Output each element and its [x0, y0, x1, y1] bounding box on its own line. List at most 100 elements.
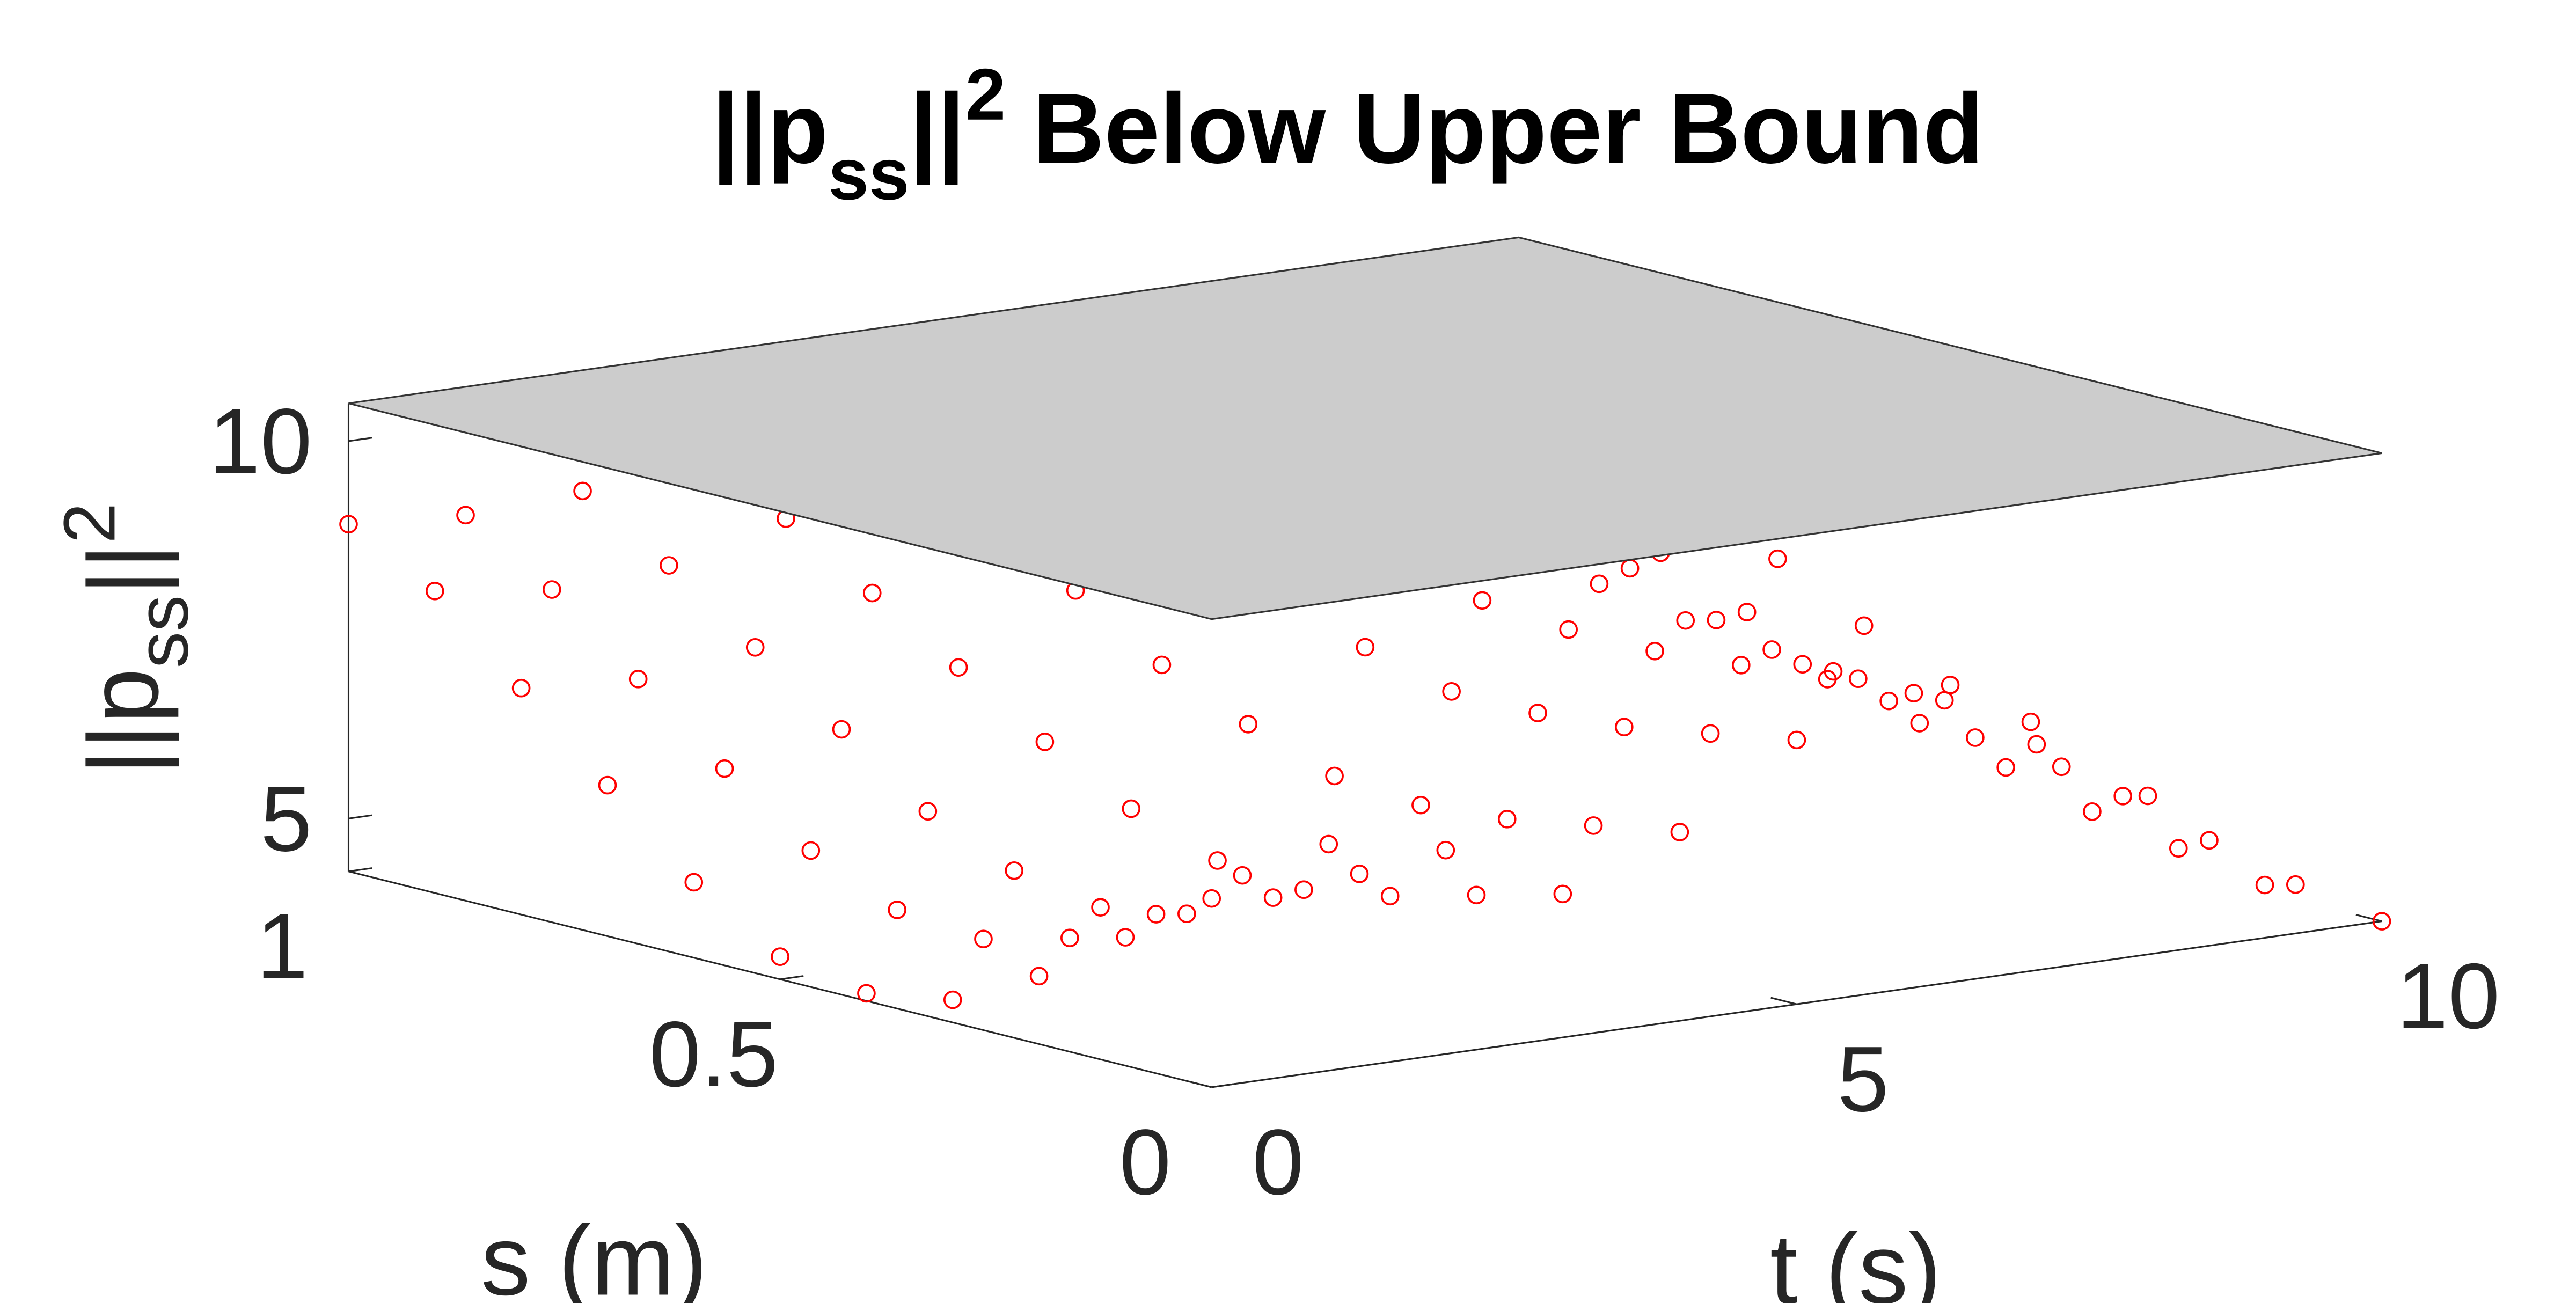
- data-point: [1035, 733, 1055, 751]
- data-point: [1411, 795, 1430, 815]
- title-rest: Below Upper Bound: [1033, 73, 1984, 184]
- x-tick: [2355, 914, 2382, 923]
- data-point: [974, 929, 993, 949]
- data-point: [1849, 669, 1868, 689]
- data-point: [943, 990, 962, 1009]
- data-point: [1707, 611, 1726, 629]
- data-point: [1701, 724, 1720, 743]
- data-point: [1879, 691, 1898, 711]
- data-point: [2021, 712, 2040, 731]
- data-point: [1436, 840, 1455, 860]
- title-post: ||: [910, 73, 965, 185]
- data-point: [1559, 620, 1578, 639]
- data-point: [1233, 866, 1252, 885]
- z-label-main: ||p: [68, 668, 179, 775]
- data-point: [1904, 684, 1923, 702]
- data-point: [862, 583, 882, 603]
- data-point: [715, 759, 734, 778]
- data-point: [1584, 816, 1603, 835]
- data-point: [918, 802, 938, 821]
- x-tick-label: 10: [2397, 944, 2500, 1048]
- title-main: ||p: [712, 73, 828, 185]
- data-point: [1442, 682, 1461, 701]
- data-point: [1202, 889, 1221, 908]
- data-point: [425, 581, 444, 601]
- data-point: [1732, 656, 1751, 675]
- y-tick: [348, 867, 372, 873]
- data-point: [1091, 898, 1110, 917]
- data-point: [1996, 758, 2015, 777]
- data-point: [2255, 875, 2274, 895]
- data-point: [2286, 875, 2305, 894]
- data-point: [1793, 655, 1812, 674]
- data-point: [1670, 823, 1689, 841]
- data-point: [1239, 715, 1258, 734]
- z-label-superscript: 2: [48, 503, 130, 544]
- data-point: [1768, 549, 1787, 568]
- data-point: [1737, 603, 1757, 621]
- data-point: [1645, 641, 1664, 661]
- data-point: [2372, 912, 2391, 931]
- upper-bound-plane: [348, 236, 2382, 620]
- data-point: [1029, 967, 1049, 986]
- data-point: [1787, 730, 1806, 750]
- data-point: [1208, 851, 1227, 870]
- data-point: [1060, 928, 1079, 948]
- z-label-post: ||: [68, 544, 179, 595]
- chart-title: ||pss||2 Below Upper Bound: [712, 54, 1984, 215]
- data-point: [1116, 928, 1135, 947]
- data-point: [771, 947, 789, 966]
- data-point: [2083, 802, 2102, 821]
- data-point: [598, 775, 617, 795]
- data-point: [801, 841, 821, 860]
- z-axis-label: ||pss||2: [48, 503, 203, 775]
- data-point: [1676, 611, 1695, 630]
- data-point: [1941, 676, 1960, 694]
- data-point: [1818, 670, 1837, 689]
- z-tick-label: 5: [260, 766, 312, 870]
- z-label-subscript: ss: [121, 595, 203, 668]
- data-point: [511, 678, 531, 698]
- data-point: [949, 658, 968, 677]
- title-superscript: 2: [965, 54, 1006, 135]
- data-point: [1263, 888, 1283, 907]
- y-tick-label: 0.5: [649, 1002, 779, 1106]
- y-axis-line: [348, 870, 1212, 1088]
- data-point: [888, 901, 906, 919]
- data-point: [1350, 865, 1369, 883]
- data-point: [1467, 885, 1486, 905]
- y-axis-label: s (m): [481, 1205, 707, 1303]
- data-point: [1319, 834, 1338, 854]
- data-point: [1497, 810, 1517, 829]
- data-point: [2052, 757, 2071, 777]
- data-point: [745, 638, 765, 657]
- x-tick: [1185, 1080, 1212, 1088]
- data-point: [684, 873, 704, 892]
- y-tick: [1211, 1083, 1235, 1088]
- data-point: [2027, 735, 2046, 754]
- x-axis-label: t (s): [1770, 1213, 1941, 1303]
- z-tick: [348, 814, 372, 819]
- data-point: [1762, 640, 1781, 659]
- data-point: [1553, 884, 1572, 904]
- data-point: [857, 984, 876, 1003]
- data-point: [339, 515, 358, 534]
- z-tick-label: 10: [209, 389, 312, 493]
- data-point: [1356, 638, 1375, 657]
- data-point: [456, 506, 475, 525]
- data-point: [1146, 905, 1166, 924]
- data-point: [660, 556, 678, 575]
- data-point: [628, 670, 648, 689]
- data-point: [1122, 799, 1141, 818]
- data-point: [1380, 887, 1400, 906]
- data-point: [543, 580, 561, 599]
- data-point: [1620, 559, 1640, 578]
- data-point: [1966, 728, 1985, 747]
- data-point: [1325, 766, 1344, 786]
- data-point: [1528, 704, 1547, 722]
- data-point: [1854, 616, 1874, 635]
- title-subscript: ss: [828, 133, 909, 215]
- y-tick-label: 1: [257, 894, 308, 998]
